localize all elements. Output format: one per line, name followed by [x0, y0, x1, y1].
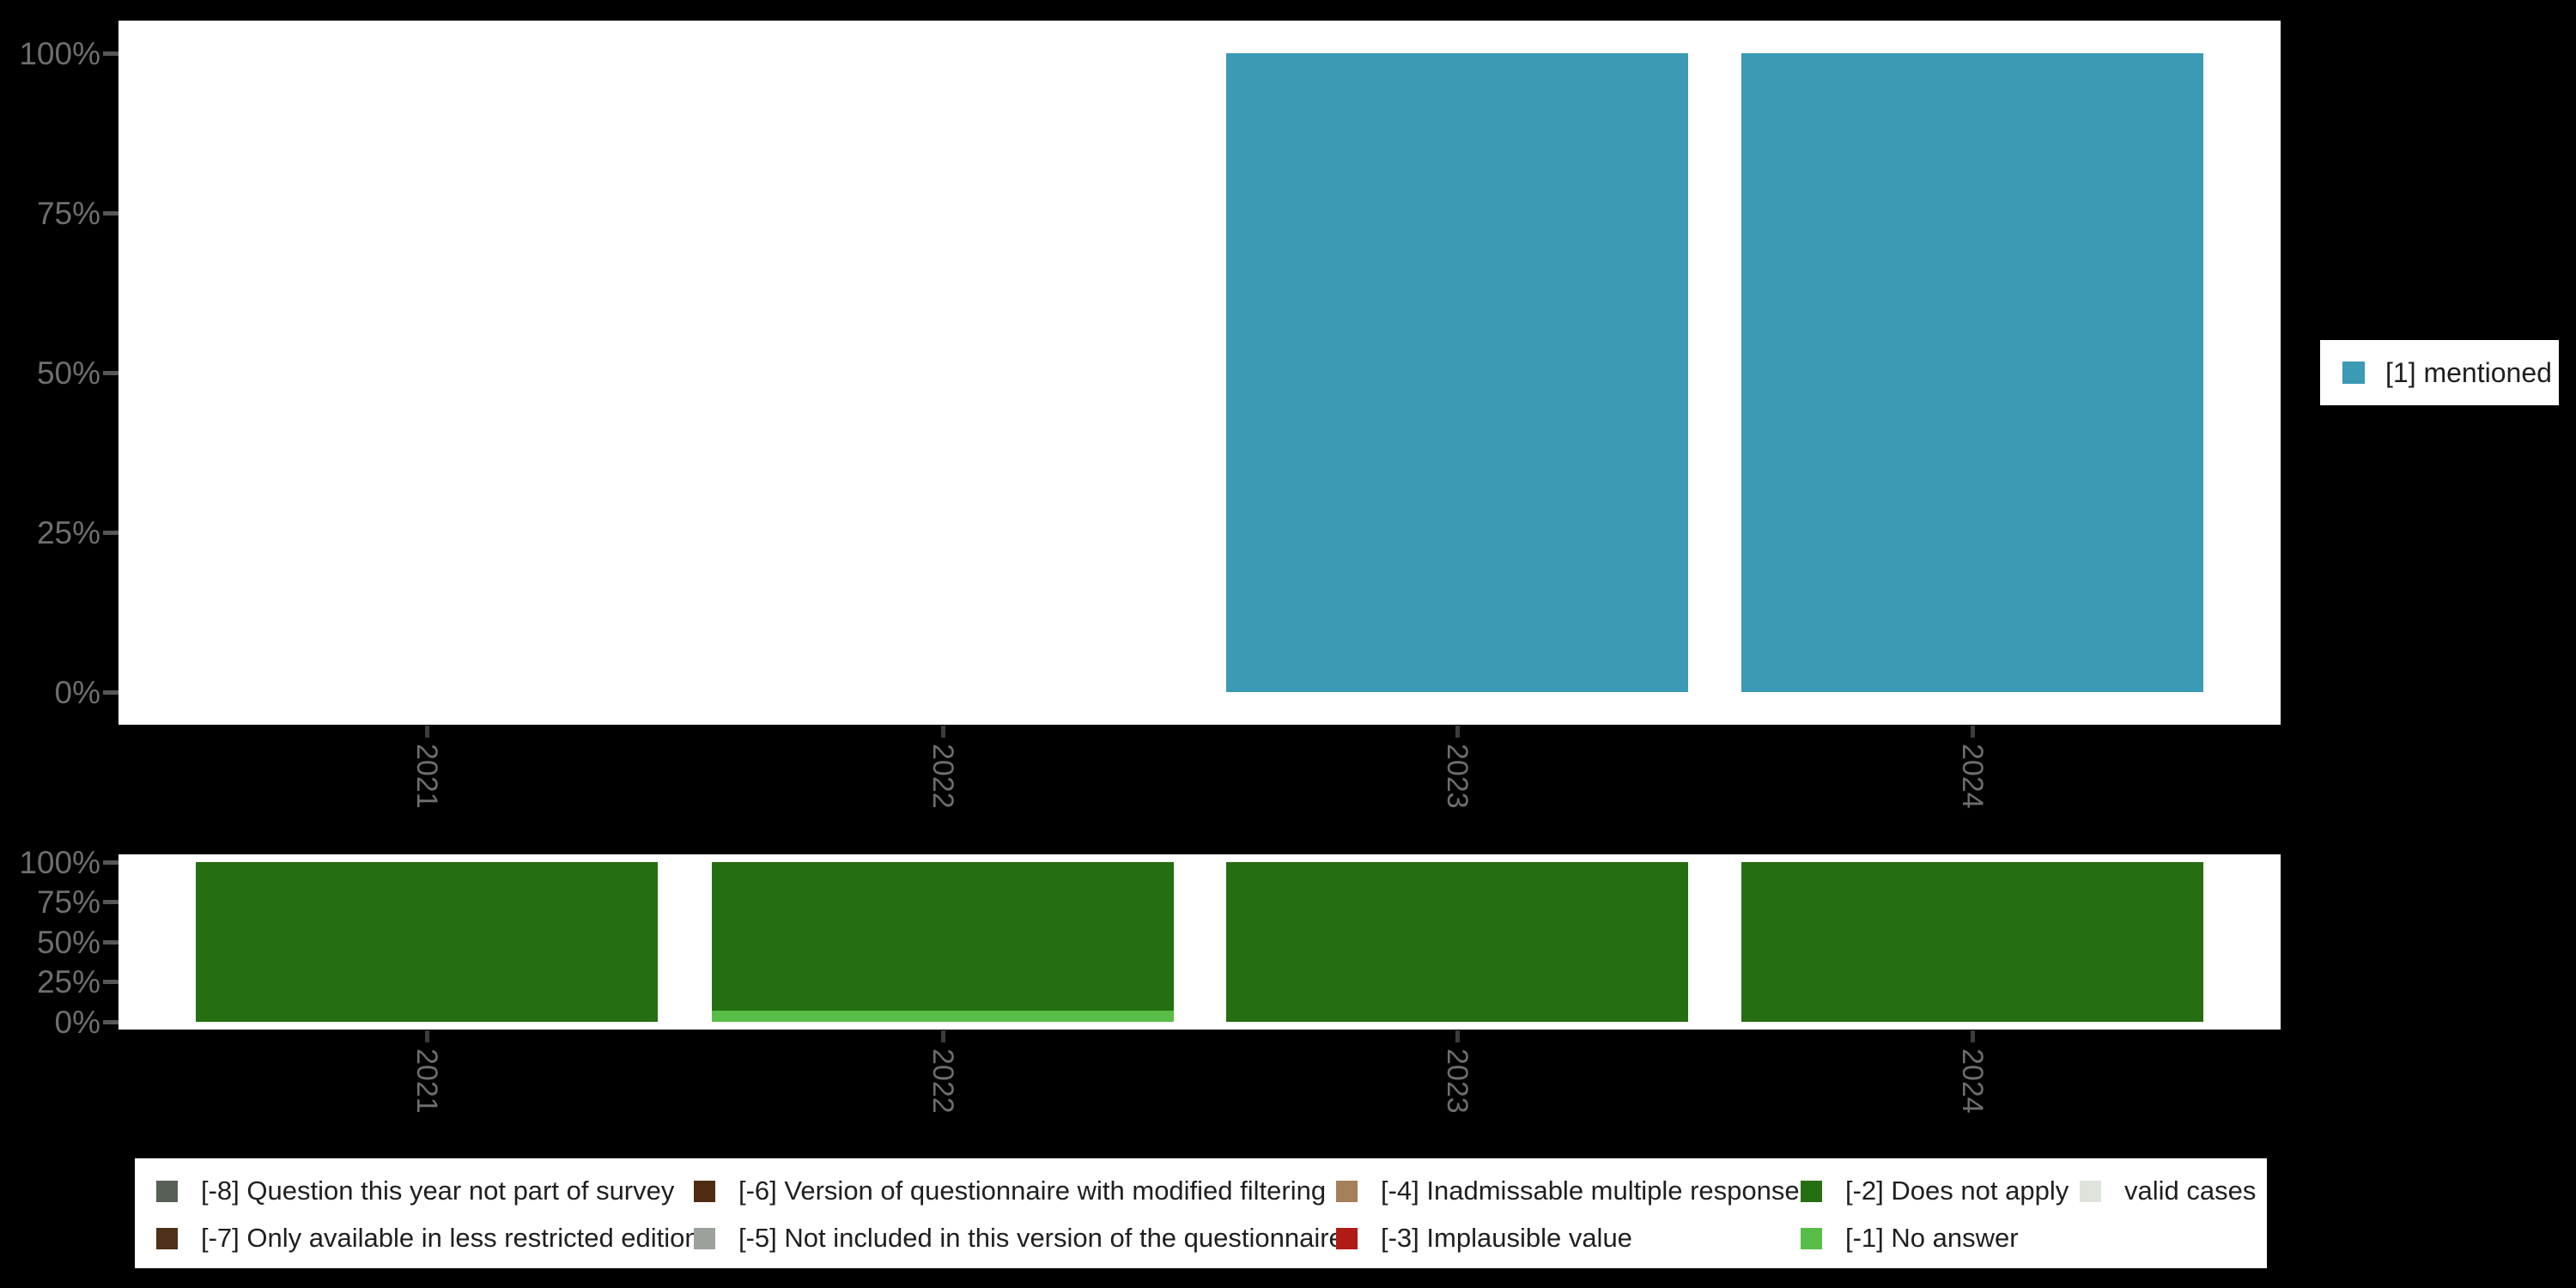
- x-tick: [1970, 1030, 1975, 1042]
- y-tick: [103, 530, 118, 535]
- legend-label: [-6] Version of questionnaire with modif…: [738, 1176, 1327, 1206]
- bar-2024: [1741, 53, 2203, 692]
- bar-2022: [712, 862, 1174, 1011]
- y-tick-label: 0%: [54, 674, 100, 710]
- y-tick: [103, 690, 118, 695]
- legend-label: [-8] Question this year not part of surv…: [201, 1176, 675, 1206]
- legend-item--6: [-6] Version of questionnaire with modif…: [694, 1176, 1326, 1206]
- y-tick: [103, 210, 118, 216]
- x-tick-label: 2021: [410, 1048, 443, 1114]
- y-tick-label: 50%: [36, 924, 100, 960]
- x-tick: [1455, 726, 1460, 738]
- legend-label: valid cases: [2124, 1176, 2257, 1206]
- x-tick: [940, 726, 945, 738]
- legend-swatch: [156, 1227, 178, 1249]
- legend-item--5: [-5] Not included in this version of the…: [694, 1223, 1344, 1253]
- missing-values-legend: [-8] Question this year not part of surv…: [135, 1158, 2267, 1268]
- x-tick: [940, 1030, 945, 1042]
- series-legend: [1] mentioned: [2320, 340, 2559, 405]
- legend-swatch: [1801, 1180, 1822, 1202]
- mentioned-swatch: [2342, 361, 2365, 384]
- legend-swatch: [1336, 1180, 1358, 1202]
- x-tick-label: 2021: [410, 744, 443, 809]
- x-tick: [1455, 1030, 1460, 1042]
- x-tick-label: 2022: [927, 744, 959, 809]
- legend-label: [-7] Only available in less restricted e…: [201, 1223, 700, 1253]
- legend-item--4: [-4] Inadmissable multiple response: [1336, 1176, 1800, 1206]
- legend-label: [-5] Not included in this version of the…: [738, 1223, 1344, 1253]
- legend-swatch: [1801, 1227, 1822, 1249]
- missing-values-chart-panel: [118, 854, 2281, 1030]
- legend-item--2: [-2] Does not apply: [1801, 1176, 2069, 1206]
- y-tick: [103, 51, 118, 56]
- bar-2021: [196, 862, 658, 1022]
- valid-responses-chart-panel: [118, 21, 2281, 725]
- x-tick-label: 2023: [1441, 1048, 1473, 1114]
- y-tick: [103, 1019, 118, 1024]
- legend-item--7: [-7] Only available in less restricted e…: [156, 1223, 700, 1253]
- legend-swatch: [1336, 1227, 1358, 1249]
- x-tick-label: 2024: [1956, 744, 1989, 809]
- bar-2024: [1741, 862, 2203, 1022]
- bar-2023: [1226, 53, 1688, 692]
- y-tick-label: 100%: [19, 844, 100, 880]
- y-tick-label: 100%: [19, 35, 100, 71]
- y-tick-label: 25%: [36, 514, 100, 550]
- legend-item--3: [-3] Implausible value: [1336, 1223, 1632, 1253]
- x-tick: [1970, 726, 1975, 738]
- legend-label: [-1] No answer: [1845, 1223, 2019, 1253]
- bar-2023: [1226, 862, 1688, 1022]
- x-tick-label: 2023: [1441, 744, 1473, 809]
- y-tick-label: 75%: [36, 195, 100, 231]
- legend-label: [-2] Does not apply: [1845, 1176, 2069, 1206]
- legend-label: [-4] Inadmissable multiple response: [1381, 1176, 1800, 1206]
- x-tick: [424, 1030, 429, 1042]
- y-tick: [103, 939, 118, 945]
- x-tick-label: 2022: [927, 1048, 959, 1114]
- bar-2022: [712, 1010, 1174, 1022]
- y-tick-label: 50%: [36, 355, 100, 391]
- legend-swatch: [2080, 1180, 2101, 1202]
- y-tick: [103, 860, 118, 865]
- y-tick: [103, 980, 118, 984]
- legend-swatch: [694, 1227, 715, 1249]
- legend-item-valid-cases: valid cases: [2080, 1176, 2256, 1206]
- legend-label: [-3] Implausible value: [1381, 1223, 1632, 1253]
- x-tick-label: 2024: [1956, 1048, 1989, 1114]
- x-tick: [424, 726, 429, 738]
- legend-swatch: [156, 1180, 178, 1202]
- y-tick-label: 0%: [54, 1004, 100, 1040]
- y-tick-label: 75%: [36, 884, 100, 920]
- y-tick-label: 25%: [36, 964, 100, 999]
- y-tick: [103, 900, 118, 904]
- mentioned-label: [1] mentioned: [2385, 356, 2552, 388]
- legend-swatch: [694, 1180, 715, 1202]
- legend-item--1: [-1] No answer: [1801, 1223, 2019, 1253]
- legend-item--8: [-8] Question this year not part of surv…: [156, 1176, 674, 1206]
- y-tick: [103, 370, 118, 375]
